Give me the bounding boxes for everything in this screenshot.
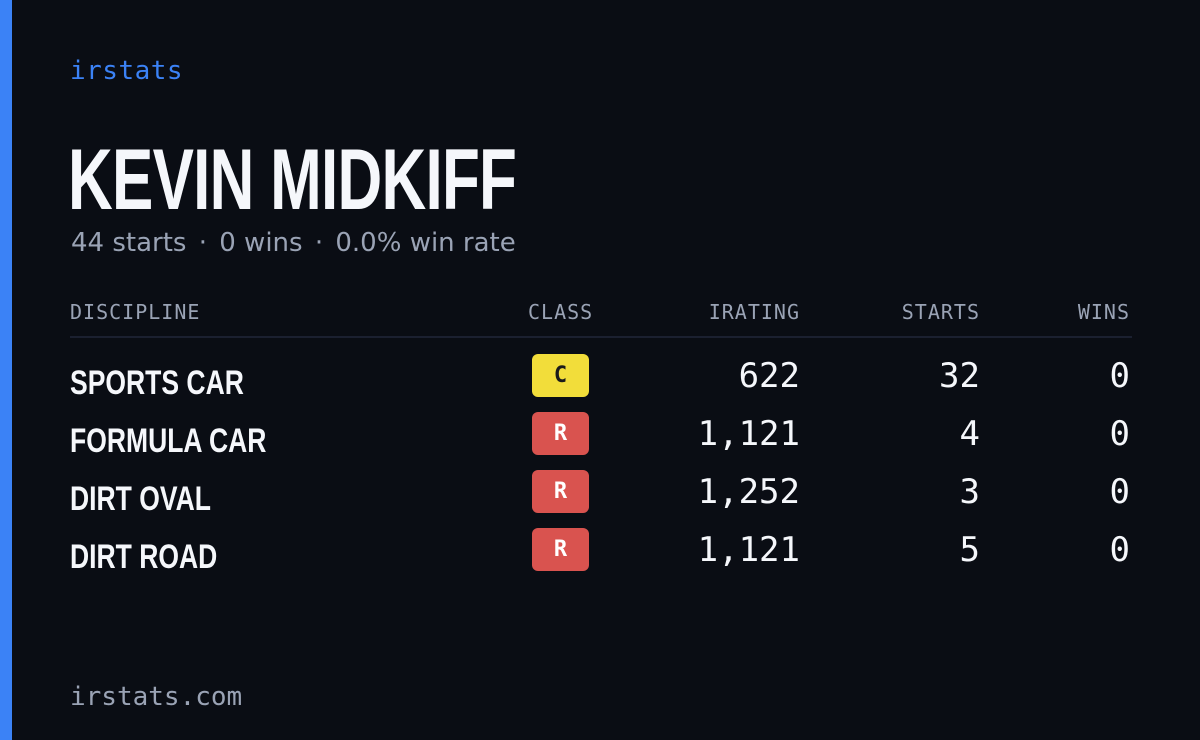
discipline-name: DIRT ROAD	[70, 538, 218, 576]
wins-value: 0	[1109, 356, 1130, 396]
wins-count: 0 wins	[219, 228, 303, 258]
header-wins: WINS	[1077, 300, 1130, 324]
wins-value: 0	[1109, 414, 1130, 454]
irating-value: 1,252	[697, 472, 800, 512]
brand-logo[interactable]: irstats	[70, 56, 184, 86]
table-header: DISCIPLINE CLASS IRATING STARTS WINS	[70, 298, 1132, 338]
license-class-badge: R	[532, 412, 589, 455]
footer-url[interactable]: irstats.com	[70, 682, 243, 712]
discipline-name: FORMULA CAR	[70, 422, 267, 460]
header-discipline: DISCIPLINE	[70, 300, 201, 324]
starts-value: 3	[959, 472, 980, 512]
separator: ·	[198, 228, 207, 258]
discipline-name: SPORTS CAR	[70, 364, 244, 402]
irating-value: 1,121	[697, 530, 800, 570]
starts-value: 5	[959, 530, 980, 570]
header-starts: STARTS	[901, 300, 980, 324]
stats-table: DISCIPLINE CLASS IRATING STARTS WINS SPO…	[70, 298, 1132, 576]
discipline-name: DIRT OVAL	[70, 480, 211, 518]
wins-value: 0	[1109, 472, 1130, 512]
license-class-badge: R	[532, 528, 589, 571]
header-irating: IRATING	[708, 300, 800, 324]
starts-value: 32	[939, 356, 980, 396]
table-row: SPORTS CAR C 622 32 0	[70, 354, 1132, 412]
table-row: DIRT OVAL R 1,252 3 0	[70, 470, 1132, 528]
header-class: CLASS	[528, 300, 594, 324]
driver-name: KEVIN MIDKIFF	[68, 132, 517, 228]
license-class-badge: C	[532, 354, 589, 397]
table-row: DIRT ROAD R 1,121 5 0	[70, 528, 1132, 586]
irating-value: 622	[738, 356, 800, 396]
starts-count: 44 starts	[71, 228, 187, 258]
accent-bar	[0, 0, 12, 740]
win-rate: 0.0% win rate	[335, 228, 516, 258]
starts-value: 4	[959, 414, 980, 454]
irating-value: 1,121	[697, 414, 800, 454]
wins-value: 0	[1109, 530, 1130, 570]
separator: ·	[314, 228, 324, 258]
driver-summary: 44 starts · 0 wins · 0.0% win rate	[71, 228, 516, 258]
license-class-badge: R	[532, 470, 589, 513]
table-row: FORMULA CAR R 1,121 4 0	[70, 412, 1132, 470]
